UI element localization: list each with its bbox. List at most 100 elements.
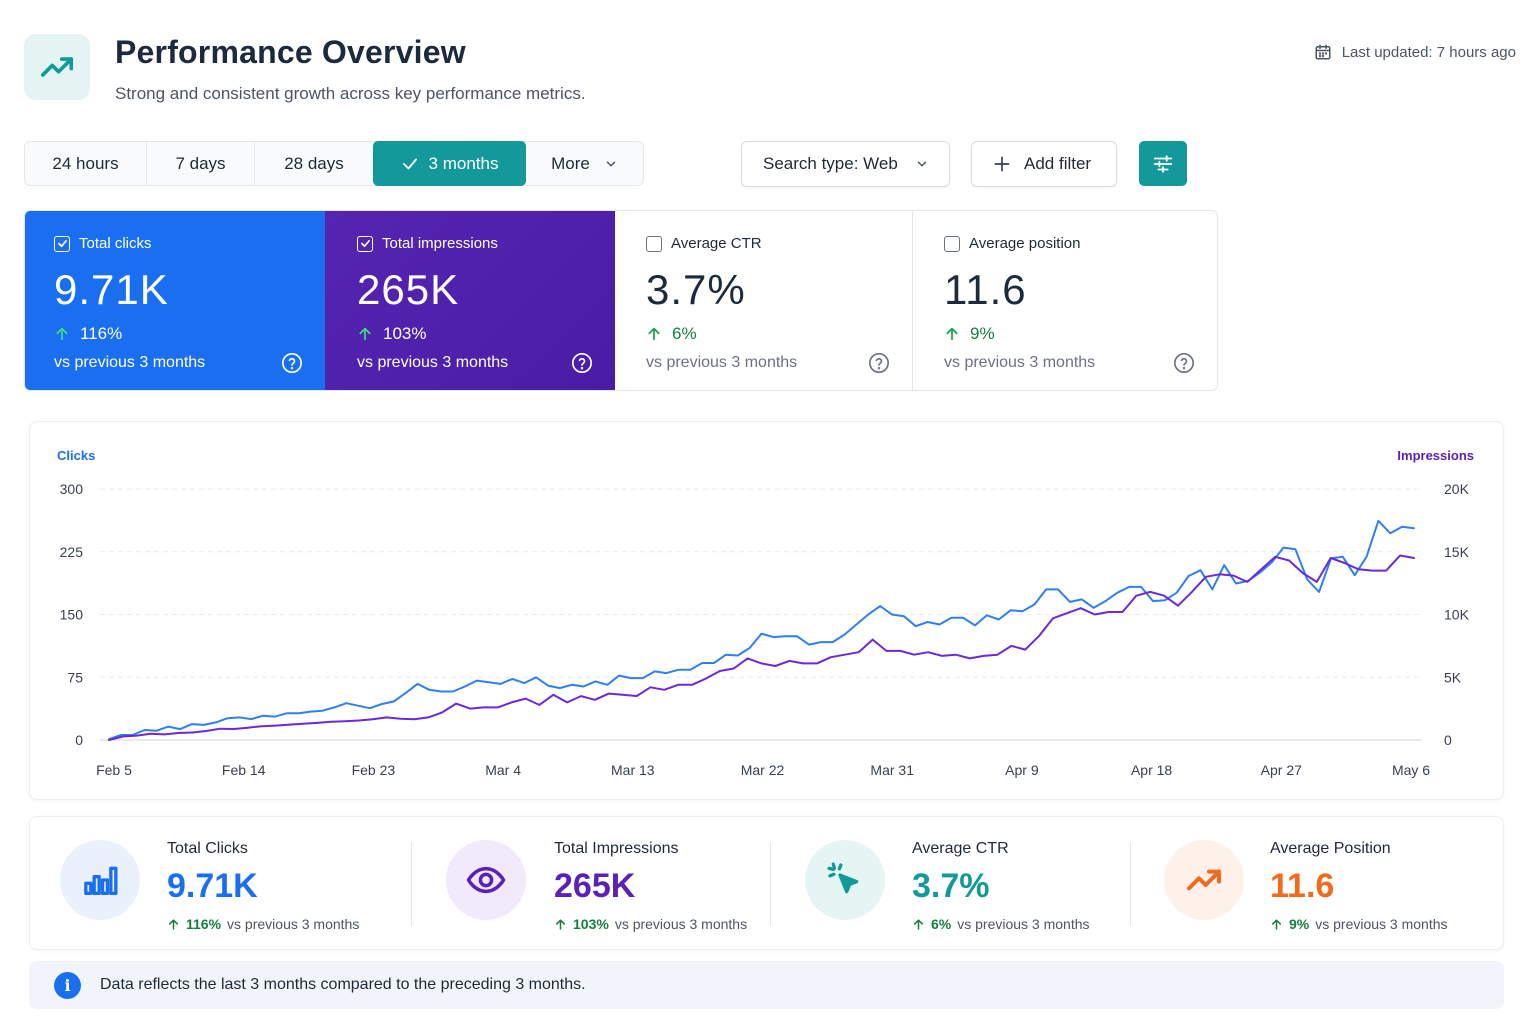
series-line-impressions: [108, 554, 1415, 741]
add-filter-button[interactable]: Add filter: [971, 141, 1117, 187]
metric-card-total-impressions[interactable]: Total impressions 265K 103% vs previous …: [325, 211, 615, 390]
info-icon: i: [54, 971, 81, 999]
arrow-up-icon: [648, 327, 660, 341]
tune-icon: [1153, 154, 1173, 173]
performance-chart: Clicks Impressions 0 0 75 5K 150 10K 225 15K 300 20…: [29, 421, 1504, 800]
help-icon[interactable]: [1173, 352, 1195, 374]
last-updated-text: Last updated: 7 hours ago: [1341, 43, 1516, 61]
last-updated: Last updated: 7 hours ago: [1314, 43, 1516, 61]
metric-comparison: vs previous 3 months: [944, 354, 1096, 371]
range-7-days-button[interactable]: 7 days: [147, 142, 255, 185]
summary-comparison: vs previous 3 months: [1315, 916, 1448, 932]
calendar-icon: [1315, 44, 1331, 60]
help-icon[interactable]: [868, 352, 890, 374]
more-label: More: [551, 153, 590, 173]
arrow-up-icon: [1271, 918, 1282, 930]
filter-settings-button[interactable]: [1139, 141, 1187, 186]
metric-value: 9.71K: [54, 266, 169, 313]
y-right-tick-label: 0: [1444, 732, 1452, 748]
summary-delta-value: 116%: [186, 916, 222, 932]
check-icon: [402, 158, 417, 169]
x-tick-label: Apr 18: [1131, 762, 1172, 778]
logo-badge: [24, 34, 90, 100]
checkbox-unchecked[interactable]: [944, 235, 960, 252]
metric-comparison: vs previous 3 months: [54, 354, 206, 371]
checkbox-checked[interactable]: [54, 235, 70, 252]
metric-delta-value: 6%: [672, 324, 697, 343]
bar-chart-icon: [84, 866, 118, 895]
metric-label: Average CTR: [671, 235, 762, 252]
chevron-down-icon: [917, 161, 927, 167]
summary-delta: 9% vs previous 3 months: [1270, 916, 1448, 932]
metric-comparison: vs previous 3 months: [357, 354, 509, 371]
summary-comparison: vs previous 3 months: [227, 916, 360, 932]
chevron-down-icon: [606, 160, 616, 167]
range-label: 3 months: [428, 153, 499, 173]
range-label: 24 hours: [52, 153, 119, 173]
x-tick-label: Mar 22: [741, 762, 785, 778]
metric-card-total-clicks[interactable]: Total clicks 9.71K 116% vs previous 3 mo…: [25, 211, 325, 390]
summary-delta: 6% vs previous 3 months: [912, 916, 1090, 932]
metric-card-header: Average position: [944, 235, 1217, 252]
metric-card-header: Total impressions: [357, 235, 615, 252]
date-range-selector: 24 hours 7 days 28 days 3 months More: [24, 141, 644, 186]
metric-value: 11.6: [944, 266, 1027, 313]
metric-label: Average position: [969, 235, 1081, 252]
summary-value: 9.71K: [167, 867, 258, 905]
summary-value: 265K: [554, 867, 636, 905]
arrow-up-icon: [359, 327, 371, 341]
help-icon[interactable]: [571, 352, 593, 374]
summary-strip: Total Clicks 9.71K 116% vs previous 3 mo…: [29, 816, 1504, 950]
range-more-button[interactable]: More: [526, 142, 643, 185]
trending-up-icon: [1187, 869, 1221, 891]
x-tick-label: Feb 5: [96, 762, 132, 778]
help-icon[interactable]: [281, 352, 303, 374]
summary-average-position: Average Position 11.6 9% vs previous 3 m…: [1131, 817, 1503, 949]
summary-icon-badge: [60, 840, 140, 920]
metric-delta-value: 9%: [970, 324, 995, 343]
summary-icon-badge: [1164, 840, 1244, 920]
cursor-click-icon: [827, 862, 859, 894]
metric-cards: Total clicks 9.71K 116% vs previous 3 mo…: [24, 210, 1218, 391]
check-icon: [360, 239, 370, 248]
range-3-months-button[interactable]: 3 months: [373, 141, 526, 186]
metric-delta: 6%: [646, 324, 912, 344]
divider: [411, 842, 412, 926]
summary-delta: 103% vs previous 3 months: [554, 916, 747, 932]
chart-canvas: Clicks Impressions 0 0 75 5K 150 10K 225 15K 300 20…: [57, 448, 1474, 778]
summary-label: Total Impressions: [554, 840, 679, 857]
divider: [1130, 842, 1131, 926]
x-tick-label: Feb 14: [222, 762, 266, 778]
arrow-up-icon: [168, 918, 179, 930]
range-28-days-button[interactable]: 28 days: [255, 142, 373, 185]
range-label: 28 days: [284, 153, 344, 173]
summary-comparison: vs previous 3 months: [957, 916, 1090, 932]
metric-delta-value: 116%: [80, 324, 123, 343]
y-left-tick-label: 75: [67, 669, 83, 685]
metric-delta: 116%: [54, 324, 325, 344]
x-tick-label: May 6: [1392, 762, 1430, 778]
x-tick-label: Feb 23: [352, 762, 396, 778]
summary-total-impressions: Total Impressions 265K 103% vs previous …: [412, 817, 770, 949]
series-line-clicks: [108, 519, 1415, 741]
metric-card-average-ctr[interactable]: Average CTR 3.7% 6% vs previous 3 months: [615, 211, 913, 390]
range-24-hours-button[interactable]: 24 hours: [25, 142, 147, 185]
arrow-up-icon: [56, 327, 68, 341]
arrow-up-icon: [555, 918, 566, 930]
summary-value: 11.6: [1270, 867, 1335, 905]
checkbox-checked[interactable]: [357, 235, 373, 252]
metric-card-average-position[interactable]: Average position 11.6 9% vs previous 3 m…: [913, 211, 1217, 390]
summary-delta-value: 6%: [931, 916, 952, 932]
range-label: 7 days: [175, 153, 226, 173]
summary-icon-badge: [805, 840, 885, 920]
y-left-tick-label: 300: [60, 481, 84, 497]
checkbox-unchecked[interactable]: [646, 235, 662, 252]
metric-delta: 103%: [357, 324, 615, 344]
arrow-up-icon: [946, 327, 958, 341]
metric-card-header: Total clicks: [54, 235, 325, 252]
left-axis-title: Clicks: [57, 448, 95, 463]
page-subtitle: Strong and consistent growth across key …: [115, 84, 586, 103]
metric-delta: 9%: [944, 324, 1217, 344]
summary-delta-value: 9%: [1289, 916, 1310, 932]
search-type-dropdown[interactable]: Search type: Web: [741, 141, 950, 187]
